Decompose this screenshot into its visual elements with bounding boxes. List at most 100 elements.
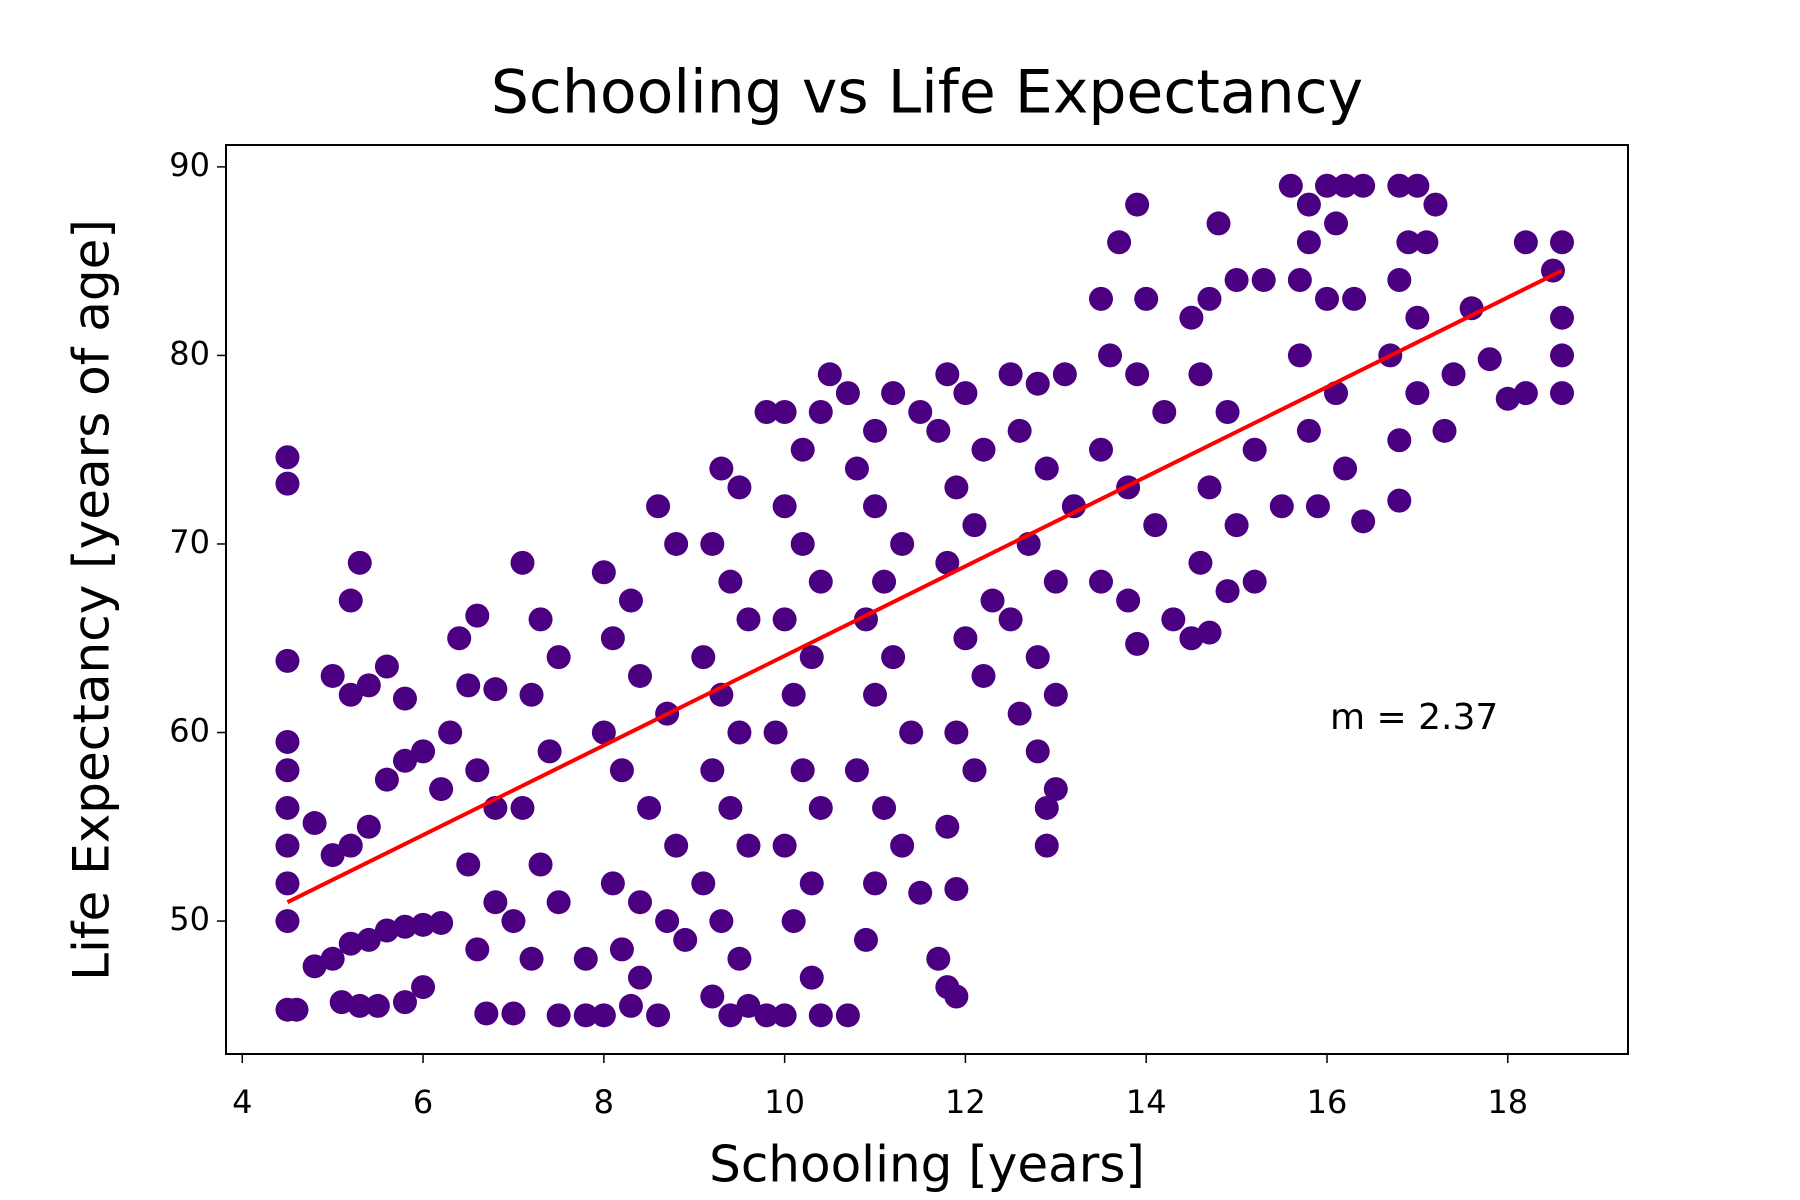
point	[275, 648, 300, 673]
point	[628, 890, 653, 915]
point	[392, 914, 417, 939]
point	[465, 758, 490, 783]
point	[718, 1003, 743, 1028]
point	[953, 381, 978, 406]
point	[1387, 268, 1412, 293]
point	[935, 550, 960, 575]
point	[971, 437, 996, 462]
point	[772, 399, 797, 424]
point	[1206, 211, 1231, 236]
point	[1296, 418, 1321, 443]
point	[501, 1001, 526, 1026]
point	[736, 833, 761, 858]
point	[998, 607, 1023, 632]
point	[691, 871, 716, 896]
point	[374, 654, 399, 679]
point	[908, 880, 933, 905]
point	[1242, 437, 1267, 462]
x-tick-label: 8	[594, 1083, 614, 1121]
point	[664, 833, 689, 858]
point	[338, 588, 363, 613]
point	[863, 418, 888, 443]
point	[808, 569, 833, 594]
point	[1215, 399, 1240, 424]
point	[664, 531, 689, 556]
point	[935, 814, 960, 839]
point	[926, 418, 951, 443]
point	[1025, 739, 1050, 764]
point	[320, 843, 345, 868]
point	[808, 1003, 833, 1028]
point	[1351, 509, 1376, 534]
point	[1197, 620, 1222, 645]
point	[591, 720, 616, 745]
point	[754, 1003, 779, 1028]
y-tick-label: 50	[169, 900, 210, 938]
point	[429, 910, 454, 935]
point	[1089, 569, 1114, 594]
point	[980, 588, 1005, 613]
point	[411, 975, 436, 1000]
point	[392, 686, 417, 711]
point	[1513, 230, 1538, 255]
point	[1089, 437, 1114, 462]
point	[628, 663, 653, 688]
point	[1242, 569, 1267, 594]
point	[1224, 513, 1249, 538]
point	[1034, 456, 1059, 481]
point	[1432, 418, 1457, 443]
point	[844, 456, 869, 481]
point	[772, 607, 797, 632]
point	[438, 720, 463, 745]
point	[429, 777, 454, 802]
point	[944, 475, 969, 500]
point	[727, 946, 752, 971]
point	[727, 475, 752, 500]
point	[1296, 192, 1321, 217]
point	[1197, 475, 1222, 500]
point	[1441, 362, 1466, 387]
y-tick-label: 80	[169, 334, 210, 372]
point	[799, 965, 824, 990]
point	[411, 912, 436, 937]
point	[456, 852, 481, 877]
point	[1333, 456, 1358, 481]
x-tick-label: 18	[1487, 1083, 1528, 1121]
point	[709, 456, 734, 481]
point	[872, 569, 897, 594]
point	[465, 603, 490, 628]
point	[573, 946, 598, 971]
point	[1007, 418, 1032, 443]
point	[863, 682, 888, 707]
point	[754, 399, 779, 424]
point	[1034, 833, 1059, 858]
point	[1134, 286, 1159, 311]
y-axis-label: Life Expectancy [years of age]	[63, 219, 121, 981]
point	[691, 645, 716, 670]
point	[618, 993, 643, 1018]
point	[600, 871, 625, 896]
y-tick-label: 90	[169, 146, 210, 184]
point	[1197, 286, 1222, 311]
point	[447, 626, 472, 651]
point	[1125, 631, 1150, 656]
point	[600, 626, 625, 651]
point	[1333, 173, 1358, 198]
point	[284, 997, 309, 1022]
point	[609, 937, 634, 962]
point	[411, 739, 436, 764]
point	[1224, 268, 1249, 293]
point	[736, 607, 761, 632]
point	[392, 990, 417, 1015]
point	[1179, 305, 1204, 330]
point	[320, 663, 345, 688]
point	[1061, 494, 1086, 519]
point	[790, 758, 815, 783]
point	[709, 909, 734, 934]
point	[881, 645, 906, 670]
point	[275, 758, 300, 783]
point	[881, 381, 906, 406]
point	[799, 645, 824, 670]
point	[329, 990, 354, 1015]
